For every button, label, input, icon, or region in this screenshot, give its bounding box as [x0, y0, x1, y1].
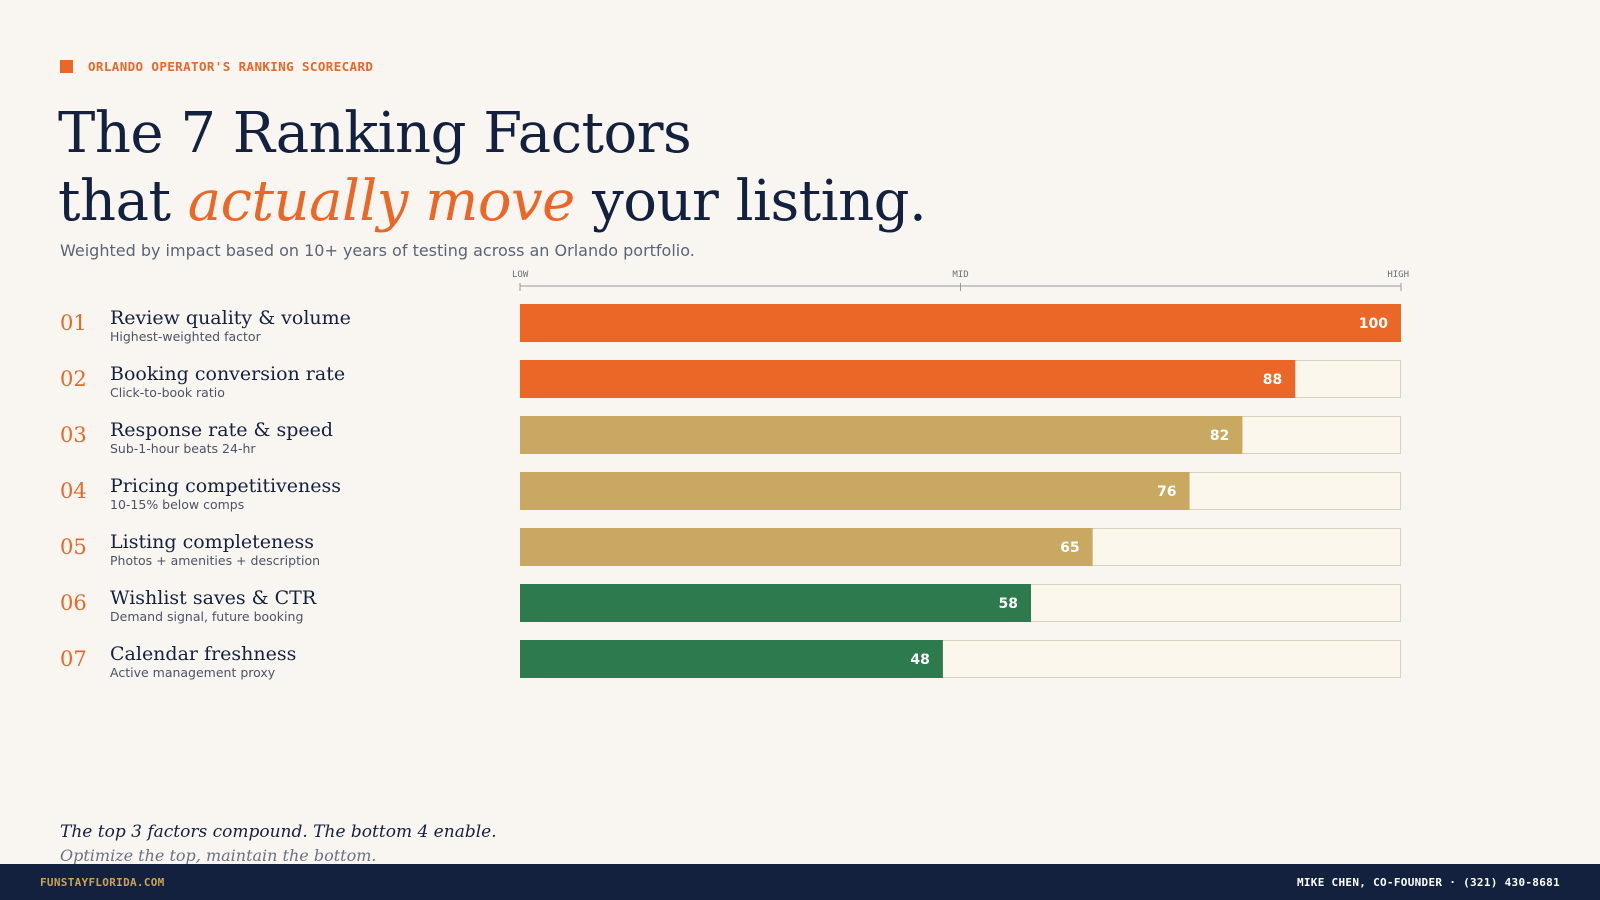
- bar-value-label: 58: [998, 596, 1017, 612]
- bar-value-label: 65: [1060, 540, 1079, 556]
- factor-description: 10-15% below comps: [110, 497, 244, 512]
- closing-line-2: Optimize the top, maintain the bottom.: [60, 846, 377, 865]
- bar: [520, 304, 1401, 342]
- bar: [520, 472, 1190, 510]
- factor-rank: 06: [60, 591, 87, 615]
- bar-value-label: 76: [1157, 484, 1176, 500]
- factor-rank: 01: [60, 311, 87, 335]
- factor-name: Booking conversion rate: [110, 363, 345, 385]
- factor-name: Review quality & volume: [110, 307, 351, 329]
- bar-value-label: 82: [1210, 428, 1229, 444]
- bar-value-label: 88: [1263, 372, 1282, 388]
- headline-line-2: that actually move your listing.: [58, 168, 927, 236]
- factor-description: Photos + amenities + description: [110, 553, 320, 568]
- factor-description: Highest-weighted factor: [110, 329, 262, 344]
- factor-name: Listing completeness: [110, 531, 314, 553]
- eyebrow: ORLANDO OPERATOR'S RANKING SCORECARD: [60, 59, 373, 74]
- bar-value-label: 100: [1359, 316, 1388, 332]
- bar: [520, 584, 1031, 622]
- closing-note: The top 3 factors compound. The bottom 4…: [60, 820, 497, 868]
- headline-line-2-end: your listing.: [574, 169, 927, 234]
- subtitle: Weighted by impact based on 10+ years of…: [60, 241, 695, 260]
- factor-description: Active management proxy: [110, 665, 276, 680]
- factor-description: Click-to-book ratio: [110, 385, 225, 400]
- closing-line-1: The top 3 factors compound. The bottom 4…: [60, 822, 497, 842]
- axis-label-high: HIGH: [1387, 270, 1409, 280]
- bar: [520, 640, 943, 678]
- factor-rank: 02: [60, 367, 87, 391]
- axis-label-low: LOW: [512, 270, 529, 280]
- factor-rank: 04: [60, 479, 87, 503]
- factor-name: Calendar freshness: [110, 643, 296, 665]
- bar: [520, 416, 1243, 454]
- factor-name: Pricing competitiveness: [110, 475, 341, 497]
- bar-value-label: 48: [910, 652, 929, 668]
- headline-line-1: The 7 Ranking Factors: [58, 101, 692, 166]
- footer-bar: FUNSTAYFLORIDA.COM MIKE CHEN, CO-FOUNDER…: [0, 864, 1600, 900]
- factor-name: Wishlist saves & CTR: [110, 587, 317, 609]
- ranking-bar-chart: LOW MID HIGH 01 Review quality & volumeHighe…: [60, 270, 1409, 680]
- eyebrow-text: ORLANDO OPERATOR'S RANKING SCORECARD: [88, 59, 374, 74]
- page-title: The 7 Ranking Factors that actually move…: [58, 100, 927, 236]
- factor-rank: 05: [60, 535, 87, 559]
- headline-accent: actually move: [187, 169, 576, 234]
- axis-label-mid: MID: [952, 270, 968, 280]
- factor-rank: 07: [60, 647, 87, 671]
- footer-contact: MIKE CHEN, CO-FOUNDER · (321) 430-8681: [1296, 876, 1560, 889]
- factor-name: Response rate & speed: [110, 419, 333, 441]
- headline-line-2-start: that: [58, 169, 188, 234]
- factor-description: Sub-1-hour beats 24-hr: [110, 441, 256, 456]
- factor-rank: 03: [60, 423, 87, 447]
- eyebrow-square-icon: [60, 60, 73, 73]
- footer-website: FUNSTAYFLORIDA.COM: [40, 876, 165, 889]
- bar: [520, 360, 1296, 398]
- bar: [520, 528, 1093, 566]
- factor-description: Demand signal, future booking: [110, 609, 303, 624]
